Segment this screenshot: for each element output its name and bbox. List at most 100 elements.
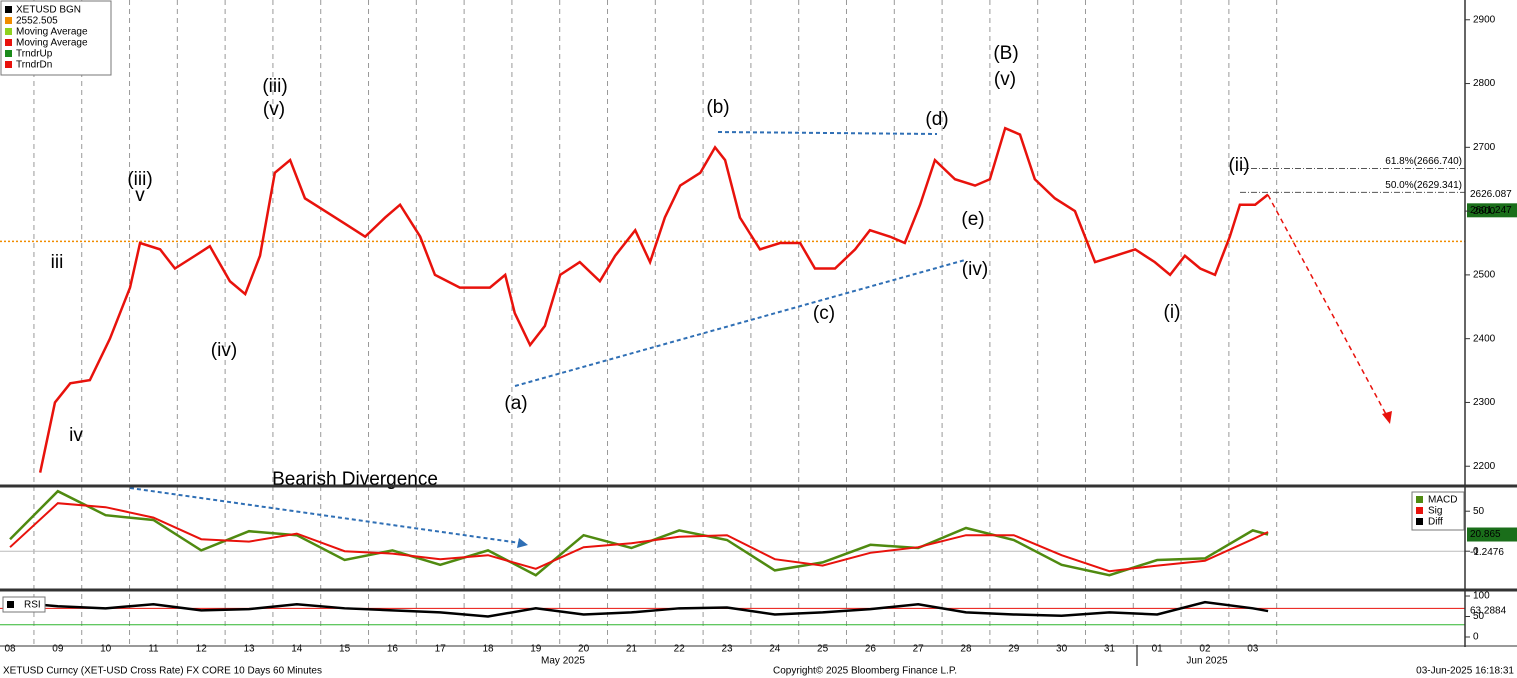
y-tick-label: 0 (1473, 546, 1479, 557)
value-box (1467, 203, 1517, 218)
trend-line (717, 131, 938, 135)
footer-text: Copyright© 2025 Bloomberg Finance L.P. (773, 666, 957, 677)
legend-label: Moving Average (16, 38, 88, 49)
legend-swatch (5, 61, 12, 68)
fib-label: 50.0%(2629.341) (1385, 180, 1462, 191)
wave-label: (ii) (1228, 155, 1249, 176)
x-tick-label: 24 (769, 644, 781, 655)
legend-label: Diff (1428, 517, 1443, 528)
legend-box (2, 596, 46, 613)
wave-label: (a) (504, 393, 527, 414)
wave-label: (iv) (211, 340, 237, 361)
y-tick-label: 2700 (1473, 142, 1496, 153)
month-label: Jun 2025 (1186, 656, 1228, 667)
price-line (38, 126, 1269, 473)
wave-label: (e) (961, 209, 984, 230)
legend-label: TrndrDn (16, 60, 52, 71)
legend-label: Sig (1428, 506, 1442, 517)
wave-label: (iv) (962, 259, 988, 280)
legend-label: 2552.505 (16, 16, 58, 27)
wave-label: (v) (263, 99, 285, 120)
footer-text: XETUSD Curncy (XET-USD Cross Rate) FX CO… (3, 666, 322, 677)
rsi-line (9, 600, 1269, 618)
x-tick-label: 15 (339, 644, 351, 655)
x-tick-label: 20 (578, 644, 590, 655)
value-box (1467, 604, 1517, 619)
x-tick-label: 12 (196, 644, 208, 655)
footer-text: 03-Jun-2025 16:18:31 (1416, 666, 1514, 677)
legend-label: TrndrUp (16, 49, 53, 60)
y-tick-label: 2300 (1473, 397, 1496, 408)
wave-label: iv (69, 425, 83, 446)
x-tick-label: 26 (865, 644, 877, 655)
x-tick-label: 14 (291, 644, 303, 655)
y-tick-label: 50 (1473, 506, 1485, 517)
y-tick-label: 2400 (1473, 333, 1496, 344)
wave-label: v (135, 185, 145, 206)
arrow-head (517, 538, 528, 548)
x-tick-label: 31 (1104, 644, 1116, 655)
legend-label: Moving Average (16, 27, 88, 38)
x-tick-label: 29 (1008, 644, 1020, 655)
legend-swatch (5, 6, 12, 13)
y-tick-label: 100 (1473, 591, 1490, 602)
y-tick-label: 0 (1473, 632, 1479, 643)
wave-label: (iii) (127, 169, 152, 190)
x-tick-label: 25 (817, 644, 829, 655)
x-tick-label: 13 (243, 644, 255, 655)
trend-line (514, 259, 966, 387)
fib-label: 61.8%(2666.740) (1385, 156, 1462, 167)
legend-swatch (5, 17, 12, 24)
y-tick-label: 2800 (1473, 78, 1496, 89)
wave-label: (d) (925, 109, 948, 130)
value-box (1467, 527, 1517, 542)
legend-swatch (5, 39, 12, 46)
x-tick-label: 22 (674, 644, 686, 655)
wave-label: (b) (706, 97, 729, 118)
x-tick-label: 27 (913, 644, 925, 655)
y-tick-label: 2900 (1473, 14, 1496, 25)
legend-swatch (1416, 518, 1423, 525)
value-box-label: 2601.247 (1470, 205, 1512, 216)
x-tick-label: 18 (482, 644, 494, 655)
x-tick-label: 01 (1152, 644, 1164, 655)
y-tick-label: 50 (1473, 611, 1485, 622)
x-tick-label: 19 (530, 644, 542, 655)
x-tick-label: 10 (100, 644, 112, 655)
value-box (1467, 187, 1517, 202)
value-box-label: 20.865 (1470, 529, 1501, 540)
x-tick-label: 11 (148, 644, 159, 655)
y-tick-label: 2600 (1473, 206, 1496, 217)
value-box-label: 2626.087 (1470, 189, 1512, 200)
wave-label: (v) (994, 69, 1016, 90)
x-tick-label: 08 (4, 644, 16, 655)
x-tick-label: 23 (721, 644, 733, 655)
signal-line (9, 502, 1269, 573)
y-tick-label: 2500 (1473, 270, 1496, 281)
legend-label: RSI (24, 600, 41, 611)
wave-label: (B) (993, 43, 1018, 64)
x-tick-label: 30 (1056, 644, 1068, 655)
legend-swatch (1416, 496, 1423, 503)
x-tick-label: 02 (1199, 644, 1211, 655)
divergence-line (129, 487, 521, 544)
projection-arrow (1267, 194, 1389, 419)
y-tick-label: 2200 (1473, 461, 1496, 472)
x-tick-label: 28 (960, 644, 972, 655)
wave-label: (c) (813, 303, 835, 324)
wave-label: iii (51, 252, 64, 273)
legend-label: MACD (1428, 495, 1457, 506)
x-tick-label: 09 (52, 644, 64, 655)
legend-swatch (5, 28, 12, 35)
value-box-label: -1.2476 (1470, 547, 1504, 558)
value-box-label: 63.2884 (1470, 606, 1507, 617)
wave-label: (iii) (262, 76, 287, 97)
x-tick-label: 03 (1247, 644, 1259, 655)
legend-swatch (5, 50, 12, 57)
wave-label: (i) (1164, 302, 1181, 323)
value-box (1467, 545, 1517, 560)
x-tick-label: 21 (626, 644, 638, 655)
legend-swatch (1416, 507, 1423, 514)
